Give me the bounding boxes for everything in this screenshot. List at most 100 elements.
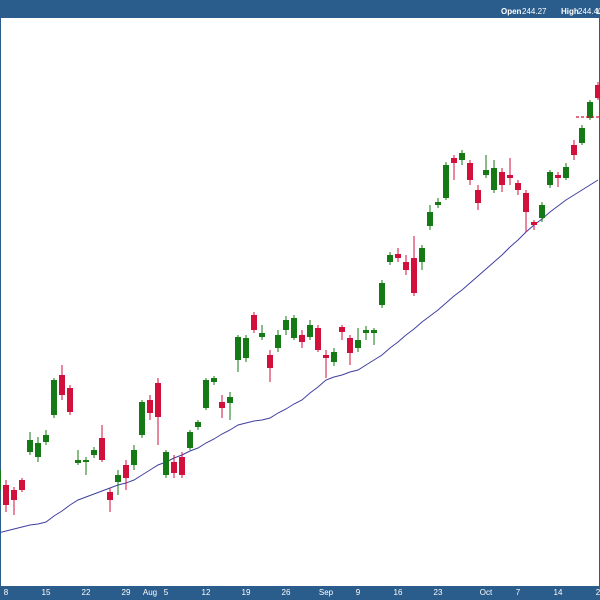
candle-body [363,330,369,333]
candle-body [595,85,600,98]
x-tick-label: 15 [42,588,51,597]
candle-body [283,320,289,330]
candle-body [131,450,137,465]
header-bar [0,0,600,18]
candle-body [171,462,177,473]
candle-body [395,254,401,258]
low-label: Lo [596,7,600,16]
candle-body [499,172,505,185]
candle-body [331,352,337,362]
candle-body [459,153,465,160]
candle-body [507,175,513,178]
high-value: 244.40 [578,7,600,16]
candle-body [227,397,233,403]
moving-average [0,179,599,534]
x-tick-label: 5 [164,588,169,597]
x-tick-label: 29 [122,588,131,597]
x-tick-label: Oct [480,588,493,597]
candle-body [27,440,33,452]
candle-body [187,432,193,448]
x-tick-label: 23 [434,588,443,597]
x-tick-label: 19 [242,588,251,597]
candle-body [235,337,241,360]
x-tick-label: Aug [143,588,157,597]
candle-body [35,443,41,457]
candle-body [51,380,57,415]
x-tick-label: Sep [319,588,334,597]
high-label: High [561,7,579,16]
candle-body [219,402,225,408]
x-tick-label: 16 [394,588,403,597]
candle-body [387,255,393,262]
x-axis-bar [0,586,600,600]
candle-body [475,190,481,203]
candle-body [555,175,561,178]
candle-body [99,438,105,460]
candle-body [123,465,129,478]
candle-body [203,380,209,408]
candle-body [259,333,265,337]
candle-body [539,205,545,218]
candle-body [339,327,345,332]
candle-body [571,145,577,155]
candle-body [243,338,249,358]
x-tick-label: 9 [356,588,361,597]
candle-body [75,460,81,463]
candle-body [211,378,217,382]
x-tick-label: 7 [516,588,521,597]
candle-body [443,165,449,198]
x-tick-label: 12 [202,588,211,597]
candle-body [563,167,569,178]
x-tick-label: 26 [282,588,291,597]
candle-body [291,318,297,338]
candle-body [371,330,377,333]
candle-body [419,248,425,262]
candle-body [451,158,457,163]
candle-body [91,450,97,455]
candle-body [579,128,585,143]
candle-body [19,480,25,490]
candle-body [299,335,305,342]
candle-body [179,457,185,475]
x-tick-label: 2 [596,588,600,597]
candle-body [467,163,473,180]
candle-body [59,375,65,395]
candle-body [43,435,49,442]
candle-body [587,102,593,118]
candle-body [251,315,257,330]
candle-body [547,172,553,185]
open-label: Open [501,7,522,16]
candle-body [275,335,281,348]
candle-body [379,283,385,305]
candle-body [523,193,529,212]
x-tick-label: 8 [4,588,9,597]
candle-body [323,355,329,358]
candle-body [0,470,1,490]
candle-body [307,325,313,337]
x-tick-label: 14 [554,588,563,597]
candle-body [435,202,441,205]
candle-body [107,492,113,500]
candle-body [531,222,537,225]
candle-body [11,490,17,500]
candle-body [427,212,433,226]
candle-body [3,485,9,505]
candle-body [115,475,121,482]
candle-body [267,355,273,368]
candle-body [147,400,153,413]
candle-body [483,170,489,175]
candle-body [355,340,361,348]
candle-body [139,402,145,435]
candle-body [83,460,89,462]
candle-body [411,258,417,293]
open-value: 244.27 [522,7,547,16]
candle-body [315,328,321,350]
candle-body [403,262,409,270]
candle-body [155,383,161,417]
candle-body [67,388,73,412]
candle-body [195,422,201,427]
candle-body [163,452,169,475]
candle-body [515,183,521,190]
